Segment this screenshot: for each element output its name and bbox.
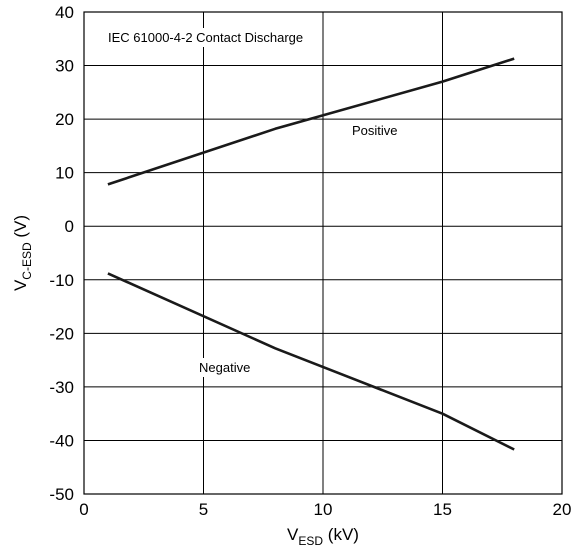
y-tick-label: 10 (55, 164, 74, 183)
x-tick-label: 10 (314, 500, 333, 519)
y-tick-label: 20 (55, 110, 74, 129)
x-axis-label-unit: (kV) (323, 525, 359, 544)
y-tick-label: 40 (55, 3, 74, 22)
x-axis-label-subscript: ESD (298, 534, 323, 548)
positive-series-line (107, 57, 515, 186)
x-tick-label: 15 (433, 500, 452, 519)
plot-frame (83, 11, 563, 495)
y-axis-label-main: V (11, 279, 30, 291)
negative-series-line (107, 272, 515, 451)
y-axis-label: VC-ESD (V) (11, 215, 34, 291)
negative-series-label: Negative (199, 360, 250, 375)
x-tick-label: 0 (79, 500, 88, 519)
y-tick-label: -50 (49, 485, 74, 504)
y-tick-label: 0 (65, 217, 74, 236)
axes (83, 11, 563, 495)
annotation-background (104, 28, 308, 47)
y-tick-label: -40 (49, 431, 74, 450)
y-tick-label: -30 (49, 378, 74, 397)
annotation-text: IEC 61000-4-2 Contact Discharge (108, 30, 303, 45)
series-lines (107, 57, 515, 451)
x-axis-label-main: V (287, 525, 299, 544)
y-tick-labels: -50 -40 -30 -20 -10 0 10 20 30 40 (49, 3, 74, 504)
grid-lines (84, 12, 562, 494)
y-tick-label: 30 (55, 57, 74, 76)
y-tick-label: -20 (49, 324, 74, 343)
y-axis-label-subscript: C-ESD (20, 242, 34, 280)
y-axis-label-unit: (V) (11, 215, 30, 242)
positive-series-label: Positive (352, 123, 398, 138)
negative-label-background (194, 358, 256, 377)
x-axis-label: VESD (kV) (287, 525, 359, 548)
x-tick-label: 5 (199, 500, 208, 519)
y-tick-label: -10 (49, 271, 74, 290)
x-tick-labels: 0 5 10 15 20 (79, 500, 571, 519)
x-tick-label: 20 (553, 500, 572, 519)
positive-label-background (346, 121, 404, 140)
